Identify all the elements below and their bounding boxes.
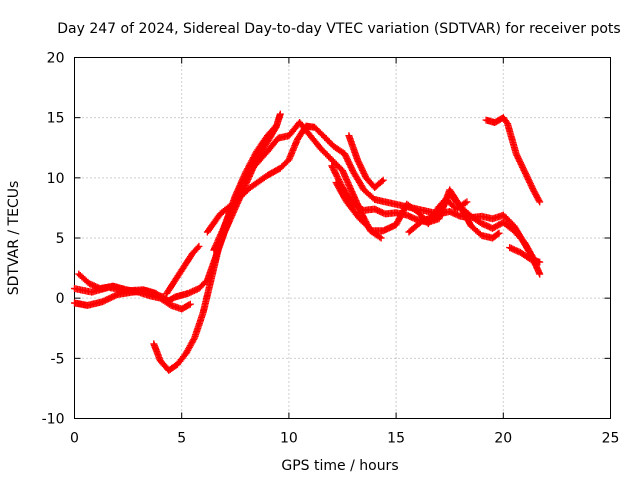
y-tick-label: 15 bbox=[47, 111, 65, 127]
grid bbox=[74, 57, 611, 419]
series-track-13 bbox=[506, 244, 544, 266]
data-points bbox=[203, 122, 544, 278]
y-tick-label: 5 bbox=[56, 231, 65, 247]
data-marks bbox=[71, 110, 544, 374]
data-points bbox=[210, 119, 385, 254]
x-tick-label: 20 bbox=[494, 431, 512, 447]
data-points bbox=[405, 197, 471, 236]
series-track-7 bbox=[210, 119, 385, 254]
data-points bbox=[482, 114, 544, 206]
series-track-12 bbox=[482, 114, 544, 206]
y-tick-label: -10 bbox=[42, 412, 65, 428]
series-track-3 bbox=[75, 270, 194, 313]
y-tick-label: 10 bbox=[47, 171, 65, 187]
y-tick-label: 0 bbox=[56, 291, 65, 307]
x-tick-label: 25 bbox=[602, 431, 620, 447]
series-track-10 bbox=[345, 132, 387, 191]
data-points bbox=[506, 244, 544, 266]
data-points bbox=[163, 242, 203, 297]
ticks bbox=[74, 57, 611, 419]
series-track-6 bbox=[203, 122, 544, 278]
x-tick-label: 15 bbox=[387, 431, 405, 447]
x-axis-label: GPS time / hours bbox=[281, 458, 398, 474]
y-tick-label: 20 bbox=[47, 51, 65, 67]
data-points bbox=[75, 270, 194, 313]
data-points bbox=[345, 132, 387, 191]
y-tick-label: -5 bbox=[51, 351, 65, 367]
series-track-11 bbox=[405, 197, 471, 236]
x-tick-label: 0 bbox=[70, 431, 79, 447]
tick-labels: 0 5 10 15 20 25 -10 -5 0 5 10 15 20 bbox=[42, 51, 620, 447]
series-track-4 bbox=[163, 242, 203, 297]
chart-title: Day 247 of 2024, Sidereal Day-to-day VTE… bbox=[57, 21, 620, 37]
x-tick-label: 5 bbox=[177, 431, 186, 447]
x-tick-label: 10 bbox=[280, 431, 298, 447]
y-axis-label: SDTVAR / TECUs bbox=[6, 181, 22, 296]
